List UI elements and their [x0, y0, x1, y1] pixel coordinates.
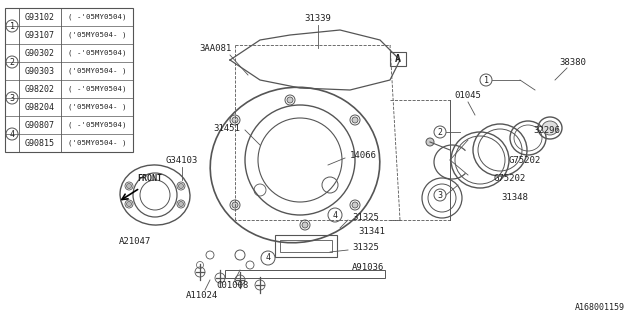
Text: C01008: C01008	[216, 281, 248, 290]
Text: ( -'05MY0504): ( -'05MY0504)	[68, 50, 126, 56]
Text: 4: 4	[333, 211, 337, 220]
Circle shape	[179, 202, 184, 206]
Text: ('05MY0504- ): ('05MY0504- )	[68, 140, 126, 146]
Circle shape	[232, 117, 238, 123]
Text: 31339: 31339	[305, 13, 332, 22]
Circle shape	[232, 202, 238, 208]
Text: ( -'05MY0504): ( -'05MY0504)	[68, 86, 126, 92]
Circle shape	[352, 117, 358, 123]
Text: 1: 1	[10, 21, 15, 30]
Text: 31348: 31348	[502, 194, 529, 203]
Circle shape	[127, 183, 131, 188]
Text: ( -'05MY0504): ( -'05MY0504)	[68, 122, 126, 128]
Bar	[5, 8, 133, 152]
Text: 32296: 32296	[534, 125, 561, 134]
Circle shape	[302, 222, 308, 228]
Text: 01045: 01045	[454, 91, 481, 100]
Text: G75202: G75202	[509, 156, 541, 164]
Text: 31325: 31325	[352, 213, 379, 222]
Text: 3: 3	[10, 93, 15, 102]
Text: A21047: A21047	[119, 237, 151, 246]
Ellipse shape	[542, 121, 558, 135]
Bar	[280, 240, 332, 252]
Text: 4: 4	[266, 253, 271, 262]
Text: G90815: G90815	[25, 139, 55, 148]
Text: G93107: G93107	[25, 30, 55, 39]
Text: A91036: A91036	[352, 263, 384, 273]
Text: ('05MY0504- ): ('05MY0504- )	[68, 32, 126, 38]
Text: G75202: G75202	[494, 173, 526, 182]
Text: G34103: G34103	[166, 156, 198, 164]
Text: 1: 1	[483, 76, 488, 84]
Text: 4: 4	[10, 130, 15, 139]
Text: G90807: G90807	[25, 121, 55, 130]
Circle shape	[127, 202, 131, 206]
Text: 38380: 38380	[559, 58, 586, 67]
Text: ('05MY0504- ): ('05MY0504- )	[68, 104, 126, 110]
Text: G98202: G98202	[25, 84, 55, 93]
Text: 3AA081: 3AA081	[199, 44, 231, 52]
Bar	[275, 235, 337, 257]
Circle shape	[179, 183, 184, 188]
Text: 2: 2	[10, 58, 15, 67]
Text: G90303: G90303	[25, 67, 55, 76]
Text: G98204: G98204	[25, 102, 55, 111]
Circle shape	[287, 97, 293, 103]
Text: FRONT: FRONT	[138, 173, 163, 182]
Text: 2: 2	[438, 127, 442, 137]
Text: 14066: 14066	[350, 150, 377, 159]
Text: 3: 3	[438, 190, 442, 199]
Text: 31451: 31451	[213, 124, 240, 132]
Text: A11024: A11024	[186, 291, 218, 300]
Circle shape	[426, 138, 434, 146]
Text: G93102: G93102	[25, 12, 55, 21]
Text: A168001159: A168001159	[575, 303, 625, 313]
Text: G90302: G90302	[25, 49, 55, 58]
Bar	[390, 52, 406, 66]
Text: ( -'05MY0504): ( -'05MY0504)	[68, 14, 126, 20]
Text: A: A	[395, 54, 401, 64]
Text: ('05MY0504- ): ('05MY0504- )	[68, 68, 126, 74]
Text: 31341: 31341	[358, 228, 385, 236]
Bar	[225, 270, 385, 278]
Text: 31325: 31325	[352, 244, 379, 252]
Circle shape	[352, 202, 358, 208]
